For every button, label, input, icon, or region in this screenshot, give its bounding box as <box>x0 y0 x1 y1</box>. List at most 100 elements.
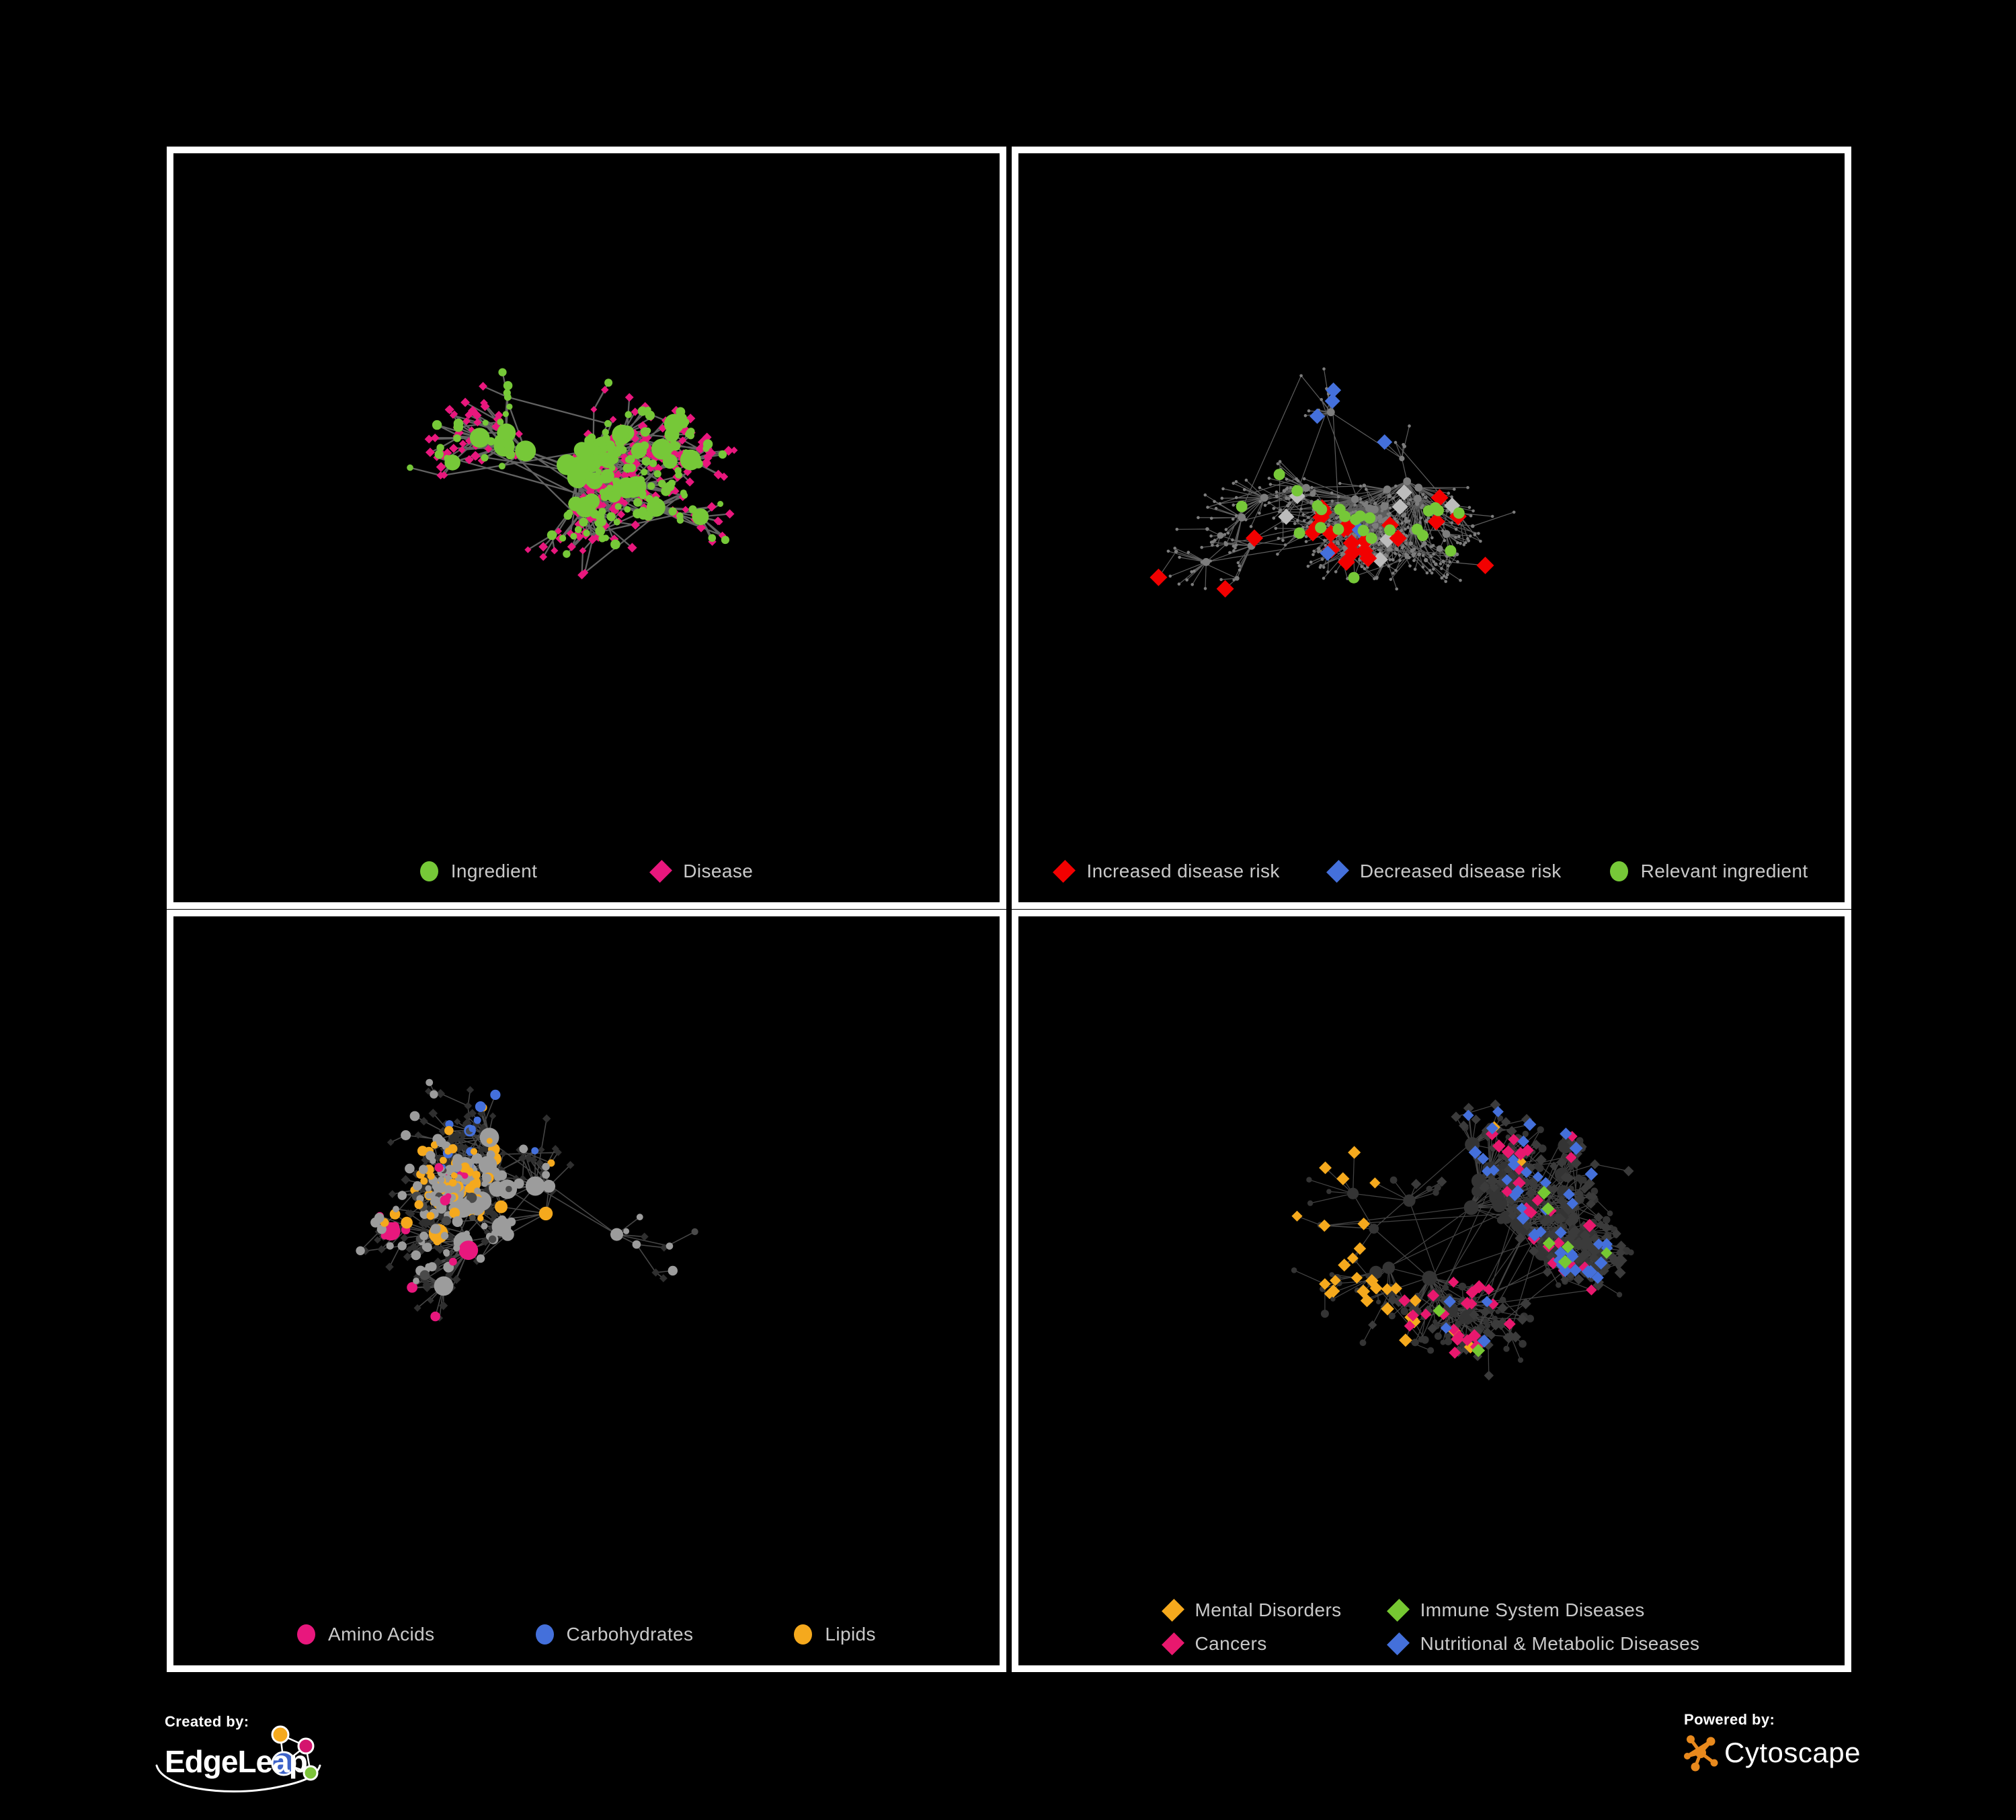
background-node <box>1234 480 1238 483</box>
ingredient-class-node <box>463 1230 470 1237</box>
ingredient-class-node <box>419 1164 428 1175</box>
ingredient-dim-node <box>1463 1200 1479 1216</box>
background-node <box>1367 506 1371 510</box>
background-node <box>1431 544 1435 547</box>
ingredient-class-node <box>386 1242 394 1250</box>
cytoscape-brand-row: Cytoscape <box>1684 1733 1861 1773</box>
background-node <box>1166 549 1170 553</box>
ingredient-node <box>644 427 651 434</box>
background-node <box>1379 530 1383 533</box>
ingredient-node <box>494 435 504 445</box>
background-node <box>1512 510 1516 514</box>
background-node <box>1287 502 1291 506</box>
ingredient-class-node <box>397 1191 407 1200</box>
ingredient-node <box>603 487 612 495</box>
ingredient-class-node <box>356 1246 365 1255</box>
ingredient-node <box>630 487 639 497</box>
ingredient-class-node <box>486 1138 493 1144</box>
ingredient-class-node <box>397 1241 407 1251</box>
legend-ingredient-disease: Ingredient Disease <box>173 860 1000 883</box>
ingredient-node <box>640 441 649 450</box>
ingredient-class-node <box>542 1162 550 1171</box>
background-node <box>1351 510 1355 514</box>
background-node <box>1439 562 1443 565</box>
ingredient-class-node <box>507 1217 516 1226</box>
background-node <box>1320 557 1324 561</box>
background-node <box>1285 486 1289 490</box>
disease-other-node <box>1368 1099 1634 1381</box>
ingredient-class-node <box>452 1162 462 1173</box>
ingredient-dim-node <box>1617 1292 1623 1298</box>
background-node <box>1267 501 1271 505</box>
background-node <box>1177 582 1181 586</box>
background-node <box>1447 491 1451 495</box>
background-node <box>1375 522 1379 526</box>
background-node <box>1441 559 1445 563</box>
background-node <box>1394 440 1398 444</box>
background-node <box>1335 541 1340 545</box>
background-node <box>1219 578 1223 582</box>
background-node <box>1320 398 1323 401</box>
background-node <box>1446 573 1449 577</box>
ingredient-node <box>583 529 590 537</box>
background-node <box>1408 541 1413 546</box>
ingredient-dim-node <box>1326 1189 1332 1194</box>
ingredient-class-node <box>436 1203 447 1214</box>
ingredient-node <box>503 381 513 391</box>
ingredient-dim-node <box>1307 1200 1314 1206</box>
ingredient-node <box>668 507 677 516</box>
relevant-ingredient-node <box>1293 527 1305 539</box>
ingredient-node <box>563 550 571 558</box>
ingredient-dim-node <box>1369 1224 1379 1234</box>
legend-label: Cancers <box>1195 1633 1267 1654</box>
background-node <box>1340 551 1344 555</box>
background-node <box>1418 520 1422 524</box>
ingredient-class-node <box>542 1179 556 1193</box>
background-node <box>1412 559 1416 562</box>
legend-item-disease: Disease <box>649 860 753 883</box>
ingredient-class-node <box>476 1254 485 1263</box>
background-node <box>1363 567 1367 571</box>
background-node <box>1197 516 1200 520</box>
background-node <box>1388 506 1392 510</box>
background-node <box>1392 571 1395 575</box>
background-node <box>1276 462 1280 466</box>
background-node <box>1373 553 1377 556</box>
ingredient-node <box>589 480 596 487</box>
ingredient-class-node <box>417 1146 428 1156</box>
background-node <box>1303 413 1307 418</box>
background-node <box>1309 560 1313 564</box>
background-node <box>1326 570 1330 573</box>
background-node <box>1456 560 1459 563</box>
ingredient-node <box>609 454 619 465</box>
background-node <box>1278 460 1282 463</box>
background-node <box>1353 503 1357 507</box>
legend-label: Immune System Diseases <box>1420 1599 1645 1620</box>
ingredient-class-node <box>440 1156 447 1164</box>
background-node <box>1377 543 1381 547</box>
edgeleap-brand-row: EdgeLeap <box>155 1725 333 1808</box>
ingredient-node <box>570 532 577 540</box>
background-node <box>1312 549 1316 553</box>
ingredient-node <box>600 474 610 483</box>
ingredient-node <box>647 482 655 490</box>
ingredient-class-node <box>519 1144 528 1154</box>
ingredient-class-node <box>426 1078 434 1086</box>
diamond-marker <box>1386 1599 1410 1622</box>
background-node <box>1402 444 1406 448</box>
background-node <box>1231 538 1234 542</box>
created-by-caption: Created by: <box>165 1713 249 1730</box>
ingredient-dim-node <box>1434 1184 1441 1191</box>
ingredient-dim-node <box>1495 1309 1500 1314</box>
background-node <box>1211 543 1214 547</box>
background-node <box>1238 513 1246 522</box>
network-graph-ingredient-classes <box>356 1078 698 1322</box>
background-node <box>1404 516 1408 521</box>
background-node <box>1394 552 1397 555</box>
ingredient-node <box>453 434 461 442</box>
ingredient-node <box>502 438 512 448</box>
ingredient-dim-node <box>1492 1316 1498 1321</box>
background-node <box>1473 532 1477 536</box>
background-node <box>1385 502 1389 506</box>
ingredient-node <box>676 516 684 524</box>
